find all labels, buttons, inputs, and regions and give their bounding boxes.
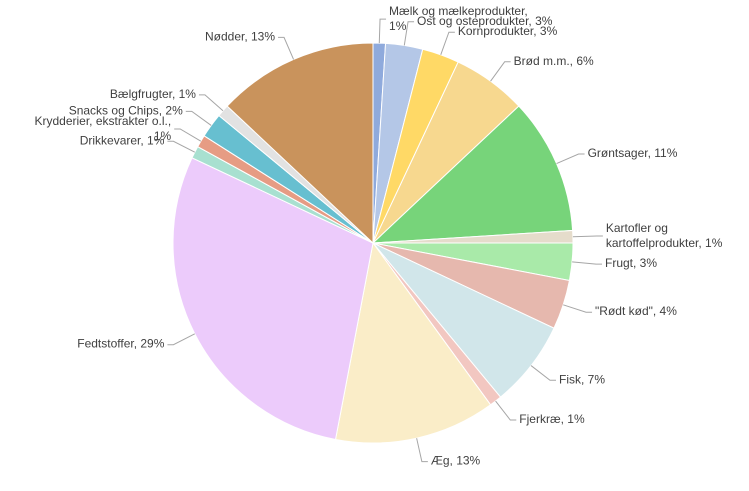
data-label: Fisk, 7% [559,372,605,386]
leader-line [278,36,295,60]
leader-line [416,438,428,463]
data-label: Kartofler og kartoffelprodukter, 1% [606,221,723,250]
pie-slice [334,241,492,444]
leader-line [530,365,556,381]
data-label: Krydderier, ekstrakter o.l., 1% [34,114,171,143]
leader-line [174,128,202,142]
data-label: Mælk og mælkeprodukter, 1% [389,4,528,33]
leader-line [572,261,603,265]
data-label: Fedtstoffer, 29% [77,337,164,351]
leader-line [167,140,196,153]
data-label: Snacks og Chips, 2% [69,104,183,118]
data-label: Ost og osteprodukter, 3% [417,14,553,28]
leader-line [378,18,387,44]
data-label: Bælgfrugter, 1% [110,87,196,101]
pie-slice [371,105,574,244]
data-label: Drikkevarer, 1% [80,133,165,147]
data-label: "Rødt kød", 4% [595,304,677,318]
leader-line [572,235,603,238]
data-label: Nødder, 13% [205,30,275,44]
leader-line [198,94,224,112]
leader-line [403,21,415,46]
data-label: Fjerkræ, 1% [519,412,585,426]
pie-slice [172,157,374,441]
leader-line [556,153,585,165]
leader-line [563,304,593,313]
leader-line [440,31,455,55]
data-label: Brød m.m., 6% [514,54,594,68]
leader-line [167,333,196,346]
leader-line [185,110,212,126]
data-label: Kornprodukter, 3% [458,24,558,38]
data-label: Grøntsager, 11% [588,146,678,160]
leader-line [490,61,511,82]
data-label: Æg, 13% [431,454,481,468]
leader-line [495,400,517,421]
data-label: Frugt, 3% [605,256,657,270]
pie-slice [226,42,374,245]
